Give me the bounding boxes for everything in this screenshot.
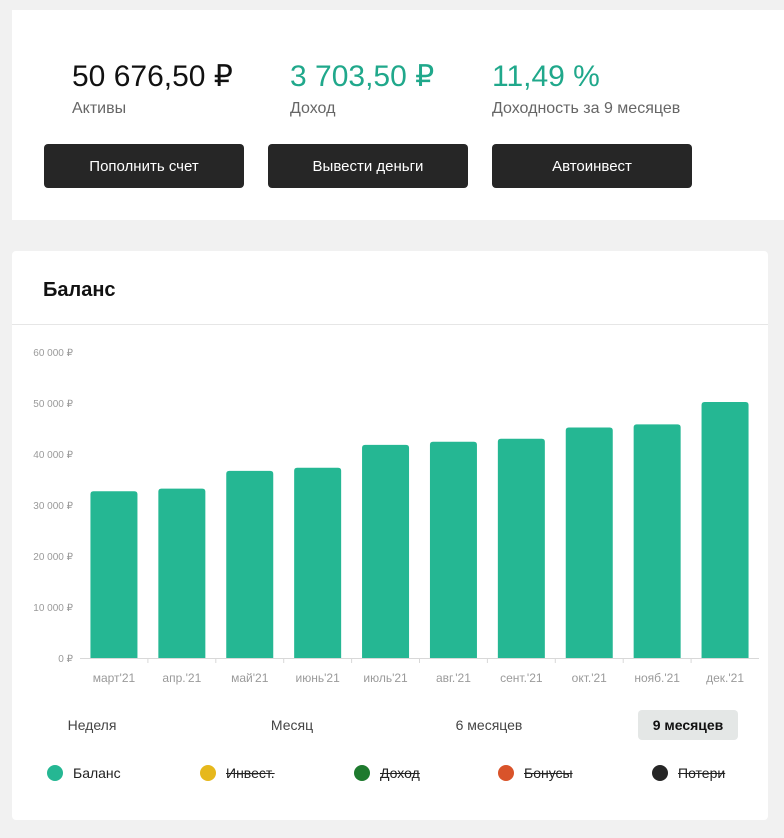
y-tick-label: 10 000 ₽ — [33, 603, 73, 614]
legend-income[interactable]: Доход — [354, 765, 420, 781]
legend-losses[interactable]: Потери — [652, 765, 725, 781]
legend-income-dot-icon — [354, 765, 370, 781]
x-tick-label: авг.'21 — [436, 671, 471, 685]
balance-bar-chart: 0 ₽ 10 000 ₽ 20 000 ₽ 30 000 ₽ 40 000 ₽ 50 00… — [33, 348, 759, 685]
withdraw-button[interactable]: Вывести деньги — [268, 144, 468, 188]
x-tick-label: май'21 — [231, 671, 269, 685]
x-tick-label: июнь'21 — [296, 671, 341, 685]
balance-bar — [565, 427, 613, 658]
period-6-months[interactable]: 6 месяцев — [455, 717, 523, 733]
y-tick-label: 0 ₽ — [58, 654, 73, 665]
legend-invest-dot-icon — [200, 765, 216, 781]
legend-bonuses-label: Бонусы — [524, 765, 573, 781]
balance-bar — [294, 467, 342, 658]
x-tick-label: окт.'21 — [572, 671, 608, 685]
assets-label: Активы — [72, 100, 127, 117]
legend-balance[interactable]: Баланс — [47, 765, 121, 781]
x-tick-label: апр.'21 — [162, 671, 201, 685]
legend-losses-dot-icon — [652, 765, 668, 781]
balance-card: Баланс 0 ₽ 10 000 ₽ 20 000 ₽ 30 000 ₽ 40 000… — [12, 251, 768, 820]
balance-bar — [226, 470, 274, 658]
x-tick-label: март'21 — [93, 671, 136, 685]
balance-bar — [497, 438, 545, 658]
summary-card: 50 676,50 ₽ Активы 3 703,50 ₽ Доход 11,4… — [12, 10, 784, 220]
balance-bar — [362, 444, 410, 658]
y-tick-label: 40 000 ₽ — [33, 450, 73, 461]
balance-bar — [158, 488, 206, 658]
divider — [12, 324, 768, 325]
legend-balance-dot-icon — [47, 765, 63, 781]
yield-value: 11,49 % — [492, 60, 600, 93]
balance-title: Баланс — [43, 279, 116, 301]
balance-bar — [633, 424, 681, 658]
deposit-button[interactable]: Пополнить счет — [44, 144, 244, 188]
income-value: 3 703,50 ₽ — [290, 60, 435, 93]
y-tick-label: 20 000 ₽ — [33, 552, 73, 563]
legend-invest-label: Инвест. — [226, 765, 275, 781]
x-tick-label: нояб.'21 — [634, 671, 680, 685]
income-stat: 3 703,50 ₽ Доход — [290, 60, 434, 118]
assets-value: 50 676,50 ₽ — [72, 60, 233, 93]
y-tick-label: 30 000 ₽ — [33, 501, 73, 512]
income-label: Доход — [290, 100, 336, 117]
legend-bonuses[interactable]: Бонусы — [498, 765, 573, 781]
balance-bar — [701, 401, 749, 658]
assets-stat: 50 676,50 ₽ Активы — [72, 60, 233, 118]
legend-bonuses-dot-icon — [498, 765, 514, 781]
autoinvest-button[interactable]: Автоинвест — [492, 144, 692, 188]
period-9-months[interactable]: 9 месяцев — [638, 710, 738, 740]
x-tick-label: сент.'21 — [500, 671, 543, 685]
period-week[interactable]: Неделя — [67, 717, 117, 733]
yield-stat: 11,49 % Доходность за 9 месяцев — [492, 60, 680, 118]
x-tick-label: июль'21 — [363, 671, 408, 685]
legend-income-label: Доход — [380, 765, 420, 781]
legend-losses-label: Потери — [678, 765, 726, 781]
period-month[interactable]: Месяц — [270, 717, 314, 733]
y-tick-label: 60 000 ₽ — [33, 348, 73, 359]
balance-bar — [429, 441, 477, 658]
legend-balance-label: Баланс — [73, 765, 121, 781]
x-tick-label: дек.'21 — [706, 671, 744, 685]
y-tick-label: 50 000 ₽ — [33, 399, 73, 410]
balance-bar — [90, 491, 138, 658]
yield-label: Доходность за 9 месяцев — [492, 100, 681, 117]
legend-invest[interactable]: Инвест. — [200, 765, 275, 781]
